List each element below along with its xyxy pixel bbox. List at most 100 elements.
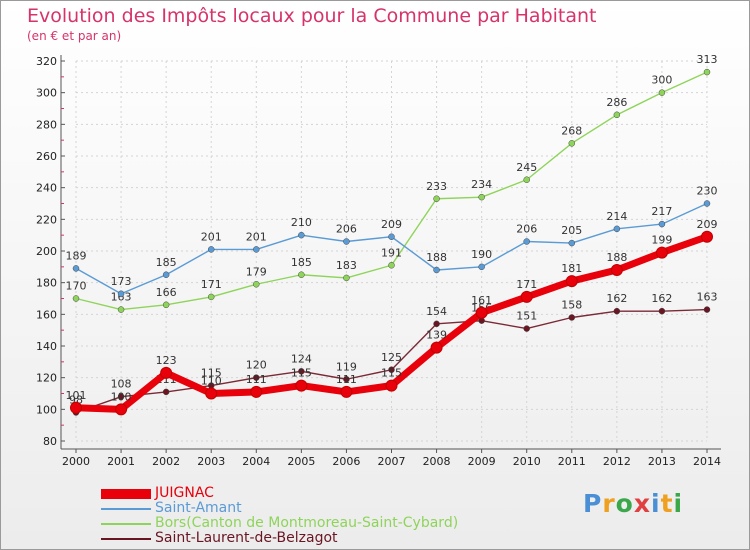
- data-label: 234: [471, 178, 492, 191]
- legend-label: Saint-Laurent-de-Belzagot: [155, 530, 338, 546]
- data-point: [207, 246, 215, 253]
- data-label: 120: [246, 359, 267, 372]
- data-label: 111: [246, 373, 267, 386]
- data-point: [250, 385, 263, 398]
- data-label: 115: [291, 367, 312, 380]
- data-label: 189: [66, 249, 87, 262]
- logo-letter: x: [633, 489, 651, 518]
- data-label: 206: [336, 223, 357, 236]
- data-label: 101: [66, 389, 87, 402]
- x-tick-label: 2004: [242, 455, 270, 468]
- data-label: 185: [156, 256, 177, 269]
- data-label: 313: [697, 53, 718, 66]
- data-label: 268: [561, 124, 582, 137]
- logo-letter: i: [651, 489, 661, 518]
- data-point: [388, 233, 395, 240]
- data-label: 163: [111, 291, 132, 304]
- logo-letter: i: [673, 489, 684, 518]
- y-tick-label: 220: [36, 213, 57, 226]
- data-point: [523, 238, 530, 245]
- data-point: [701, 230, 713, 243]
- chart-subtitle: (en € et par an): [27, 29, 122, 43]
- data-label: 110: [201, 375, 222, 388]
- y-tick-label: 300: [36, 87, 57, 100]
- data-point: [478, 263, 485, 271]
- data-point: [295, 379, 308, 392]
- data-point: [568, 140, 576, 147]
- data-label: 214: [606, 210, 627, 223]
- data-point: [298, 271, 305, 278]
- data-point: [385, 379, 398, 392]
- x-tick-label: 2001: [107, 455, 135, 468]
- legend-swatch: [101, 489, 151, 499]
- data-point: [658, 307, 666, 315]
- data-label: 181: [561, 262, 582, 275]
- data-label: 163: [697, 291, 718, 304]
- data-point: [298, 231, 305, 239]
- data-point: [433, 266, 440, 274]
- data-point: [70, 401, 82, 414]
- y-tick-label: 320: [36, 55, 57, 68]
- data-label: 108: [111, 378, 132, 391]
- data-label: 111: [336, 373, 357, 386]
- chart-title: Evolution des Impôts locaux pour la Comm…: [27, 5, 597, 27]
- data-point: [703, 200, 711, 207]
- data-point: [160, 366, 173, 379]
- data-point: [658, 89, 666, 96]
- y-tick-label: 100: [36, 403, 57, 416]
- data-label: 162: [606, 292, 627, 305]
- data-point: [613, 225, 621, 233]
- data-label: 158: [561, 299, 582, 312]
- y-tick-label: 180: [36, 277, 57, 290]
- data-point: [117, 290, 125, 297]
- x-tick-label: 2007: [378, 455, 406, 468]
- data-label: 185: [291, 256, 312, 269]
- data-point: [613, 111, 621, 119]
- data-label: 286: [606, 96, 627, 109]
- data-point: [253, 374, 260, 381]
- data-label: 123: [156, 354, 177, 367]
- data-label: 179: [246, 265, 267, 278]
- data-label: 205: [561, 224, 582, 237]
- x-tick-label: 2010: [513, 455, 541, 468]
- data-point: [388, 366, 395, 373]
- data-label: 201: [246, 230, 267, 243]
- x-tick-label: 2008: [423, 455, 451, 468]
- y-tick-label: 240: [36, 182, 57, 195]
- data-point: [703, 306, 711, 313]
- logo-letter: o: [615, 489, 634, 518]
- data-point: [205, 387, 218, 400]
- data-label: 115: [381, 367, 402, 380]
- data-point: [703, 68, 711, 76]
- data-label: 245: [516, 161, 537, 174]
- data-point: [475, 306, 488, 319]
- data-label: 201: [201, 230, 222, 243]
- logo-letter: P: [583, 489, 603, 518]
- y-tick-label: 80: [43, 435, 57, 448]
- data-point: [433, 320, 440, 328]
- x-tick-label: 2014: [693, 455, 721, 468]
- data-point: [523, 325, 530, 332]
- data-label: 206: [516, 223, 537, 236]
- logo-letter: t: [660, 489, 674, 518]
- x-tick-label: 2003: [197, 455, 225, 468]
- data-point: [520, 290, 533, 303]
- legend-label: Saint-Amant: [155, 500, 242, 516]
- x-tick-label: 2000: [62, 455, 90, 468]
- data-label: 190: [471, 248, 492, 261]
- data-label: 170: [66, 280, 87, 293]
- x-tick-label: 2013: [648, 455, 676, 468]
- data-point: [253, 281, 260, 288]
- data-point: [253, 246, 260, 253]
- data-point: [343, 274, 350, 282]
- data-label: 188: [426, 251, 447, 264]
- x-tick-label: 2012: [603, 455, 631, 468]
- data-label: 209: [381, 218, 402, 231]
- data-label: 154: [426, 305, 447, 318]
- x-tick-label: 2006: [332, 455, 360, 468]
- logo-letter: r: [602, 489, 616, 518]
- data-point: [523, 176, 530, 183]
- data-label: 230: [697, 185, 718, 198]
